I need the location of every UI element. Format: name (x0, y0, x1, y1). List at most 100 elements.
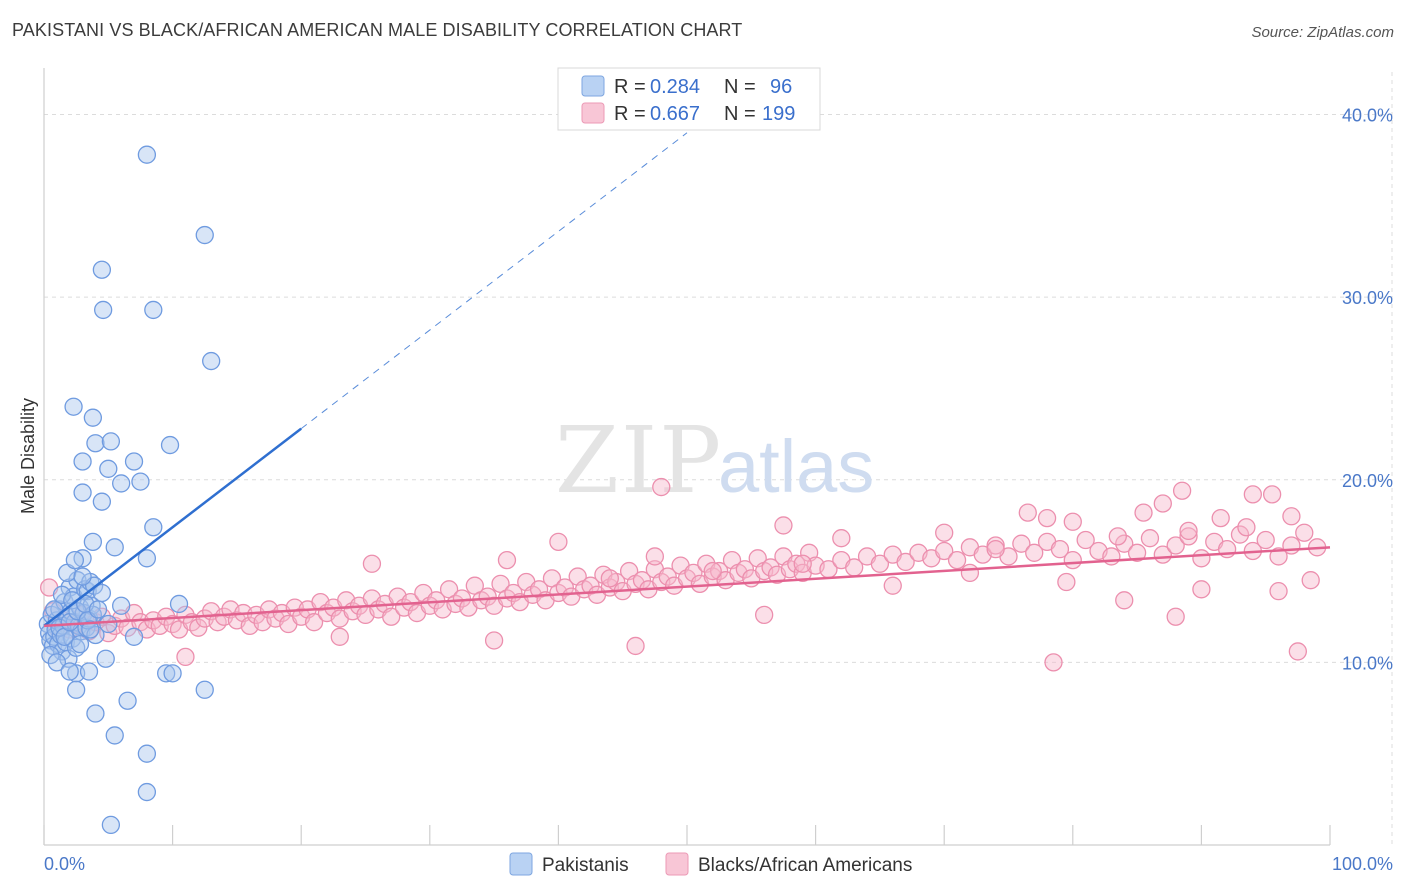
blacks-point-181 (497, 550, 517, 570)
blacks-point-146 (1140, 529, 1160, 548)
y-axis-label: Male Disability (18, 398, 38, 514)
blacks-point-69 (478, 587, 497, 606)
pakistanis-point-89 (101, 815, 121, 835)
blacks-point-153 (1230, 525, 1250, 544)
pakistanis-point-88 (137, 782, 157, 802)
axes (43, 68, 1331, 846)
pakistanis-point-42 (52, 585, 72, 604)
legend-r-label-1: R = (614, 76, 646, 98)
blacks-point-179 (652, 477, 671, 497)
pakistanis-trend-extension (300, 132, 688, 430)
blacks-point-141 (1076, 530, 1095, 550)
blacks-point-85 (581, 576, 600, 595)
blacks-point-22 (176, 605, 195, 625)
pakistanis-point-57 (99, 614, 118, 634)
pakistanis-point-59 (112, 596, 131, 615)
blacks-point-175 (1282, 507, 1301, 526)
legend-n-label-1: N = (724, 76, 756, 98)
pakistanis-point-71 (73, 483, 92, 502)
blacks-point-137 (1025, 543, 1044, 562)
pakistanis-point-93 (94, 300, 113, 320)
pakistanis-point-94 (144, 300, 163, 320)
blacks-point-157 (1282, 536, 1301, 555)
blacks-point-145 (1127, 543, 1147, 562)
pakistanis-point-67 (101, 432, 121, 451)
watermark-atlas: atlas (718, 425, 874, 508)
blacks-point-163 (832, 529, 851, 548)
pakistanis-point-72 (112, 474, 131, 493)
pakistanis-point-48 (68, 602, 87, 621)
blacks-point-184 (793, 554, 812, 573)
source-label: Source: ZipAtlas.com (1251, 24, 1394, 41)
pakistanis-point-37 (86, 625, 105, 645)
blacks-point-172 (1211, 508, 1230, 528)
grid-lines (44, 72, 1393, 845)
pakistanis-point-90 (137, 145, 157, 164)
pakistanis-point-61 (137, 549, 157, 568)
pakistanis-point-86 (137, 744, 157, 763)
legend-n-value-2: 199 (762, 103, 795, 125)
pakistanis-point-74 (131, 472, 150, 491)
pakistanis-point-47 (65, 550, 85, 570)
blacks-point-188 (1115, 591, 1134, 610)
pakistanis-point-83 (67, 680, 86, 699)
blacks-point-97 (658, 567, 677, 586)
pakistanis-point-76 (160, 435, 180, 455)
blacks-point-140 (1063, 550, 1082, 570)
blacks-point-155 (1256, 530, 1275, 550)
blacks-point-176 (1172, 481, 1192, 500)
blacks-point-139 (1050, 540, 1070, 559)
pakistanis-point-73 (92, 492, 112, 511)
series-legend: Pakistanis Blacks/African Americans (509, 852, 912, 876)
blacks-point-143 (1102, 547, 1121, 566)
bottom-legend-label-blacks: Blacks/African Americans (698, 855, 912, 876)
pakistanis-point-77 (79, 662, 99, 681)
blacks-point-196 (755, 605, 774, 625)
pakistanis-point-65 (83, 408, 103, 427)
blacks-point-127 (896, 552, 915, 572)
pakistanis-point-55 (88, 600, 108, 619)
pakistanis-point-38 (41, 645, 60, 665)
blacks-point-24 (189, 618, 208, 637)
pakistanis-point-56 (92, 583, 112, 603)
pakistanis-point-78 (60, 662, 79, 681)
blacks-point-180 (362, 554, 382, 573)
blacks-point-189 (1192, 580, 1211, 599)
trend-lines (43, 132, 1331, 628)
y-tick-label-0: 10.0% (1342, 653, 1393, 673)
bottom-legend-swatch-blacks (665, 852, 689, 876)
pakistanis-point-62 (96, 649, 115, 668)
blacks-point-169 (1134, 503, 1153, 522)
y-tick-label-2: 30.0% (1342, 288, 1393, 308)
y-tick-label-3: 40.0% (1342, 106, 1393, 126)
blacks-point-199 (1166, 607, 1185, 626)
pakistanis-point-92 (92, 260, 112, 279)
legend-r-value-1: 0.284 (650, 76, 700, 98)
blacks-point-148 (1166, 536, 1185, 555)
blacks-point-195 (626, 636, 645, 656)
pakistanis-trend-line (43, 427, 302, 627)
pakistanis-point-60 (124, 627, 144, 646)
bottom-legend-swatch-pakistanis (509, 852, 533, 876)
pakistanis-point-91 (195, 225, 214, 245)
blacks-point-105 (710, 561, 729, 581)
blacks-point-192 (176, 647, 195, 667)
blacks-point-158 (1295, 523, 1314, 542)
pakistanis-point-69 (99, 459, 118, 478)
blacks-point-194 (484, 631, 504, 650)
chart-title: PAKISTANI VS BLACK/AFRICAN AMERICAN MALE… (12, 20, 743, 40)
pakistanis-point-54 (83, 532, 103, 552)
blacks-point-117 (787, 554, 806, 573)
pakistanis-point-40 (47, 653, 67, 672)
blacks-point-198 (1288, 642, 1307, 661)
correlation-legend: R = 0.284 N = 96 R = 0.667 N = 199 (557, 67, 821, 131)
blacks-point-136 (1012, 534, 1031, 553)
blacks-point-161 (645, 547, 664, 566)
pakistanis-point-49 (70, 634, 90, 654)
pakistanis-point-11 (52, 642, 72, 661)
blacks-point-178 (1037, 508, 1057, 528)
blacks-point-54 (382, 607, 401, 626)
legend-swatch-pakistanis (581, 75, 605, 97)
pakistanis-point-75 (144, 518, 163, 537)
